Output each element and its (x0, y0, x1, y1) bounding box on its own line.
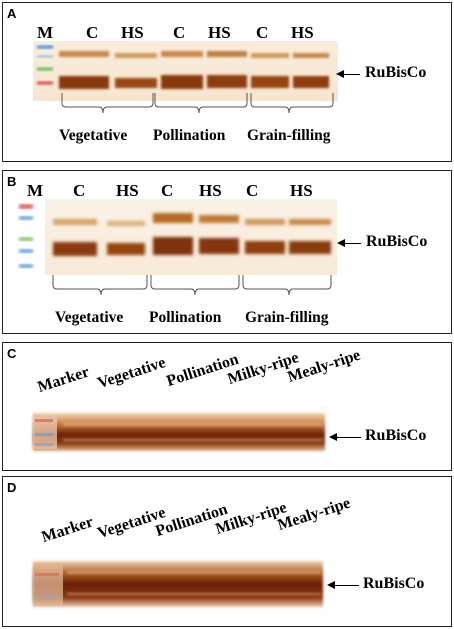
panel-b-letter: B (7, 174, 17, 189)
panel-b: B M C HS C HS C HS (2, 170, 452, 334)
gel-image-b (19, 199, 337, 275)
rubisco-label: RuBisCo (366, 233, 428, 250)
marker-lane-label: M (37, 23, 54, 42)
lane-label-c: C (73, 181, 86, 200)
lane-label-c: C (256, 23, 269, 42)
rubisco-label: RuBisCo (365, 427, 427, 444)
rubisco-arrow (329, 432, 361, 441)
stage-label-grain-filling: Grain-filling (245, 309, 329, 326)
lane-label-hs: HS (116, 181, 139, 200)
stage-label-pollination: Pollination (153, 127, 226, 144)
stage-label-pollination: Pollination (149, 309, 222, 326)
rubisco-arrow (337, 238, 361, 247)
panel-d: D Marker Vegetative Pollination Milky-ri… (2, 476, 452, 627)
lane-label-marker: Marker (39, 513, 96, 547)
lane-label-hs: HS (199, 181, 222, 200)
lane-label-vegetative: Vegetative (95, 354, 168, 393)
rubisco-arrow (327, 580, 359, 589)
lane-label-marker: Marker (35, 363, 92, 397)
lane-label-hs: HS (121, 23, 144, 42)
panel-c: C Marker Vegetative Pollination Milky-ri… (2, 342, 452, 471)
stage-brackets-b (52, 275, 332, 296)
gel-image-c (33, 413, 325, 451)
lane-label-hs: HS (290, 181, 313, 200)
rubisco-arrow (336, 69, 360, 78)
lane-label-hs: HS (208, 23, 231, 42)
lane-label-c: C (173, 23, 186, 42)
rubisco-label: RuBisCo (363, 575, 425, 592)
panel-a-letter: A (7, 6, 17, 21)
panel-d-letter: D (7, 480, 17, 495)
lane-label-c: C (86, 23, 99, 42)
stage-label-grain-filling: Grain-filling (247, 127, 331, 144)
stage-label-vegetative: Vegetative (59, 127, 128, 144)
panel-a: A M C HS C HS C HS (2, 2, 452, 162)
stage-label-vegetative: Vegetative (55, 309, 124, 326)
marker-lane-label: M (27, 181, 44, 200)
gel-image-a (33, 41, 338, 101)
panel-c-letter: C (7, 346, 17, 361)
lane-label-hs: HS (291, 23, 314, 42)
lane-label-c: C (161, 181, 174, 200)
lane-label-mealy-ripe: Mealy-ripe (275, 494, 353, 535)
gel-image-d (33, 561, 323, 607)
stage-brackets-a (61, 93, 334, 114)
rubisco-label: RuBisCo (365, 64, 427, 81)
lane-label-c: C (246, 181, 259, 200)
